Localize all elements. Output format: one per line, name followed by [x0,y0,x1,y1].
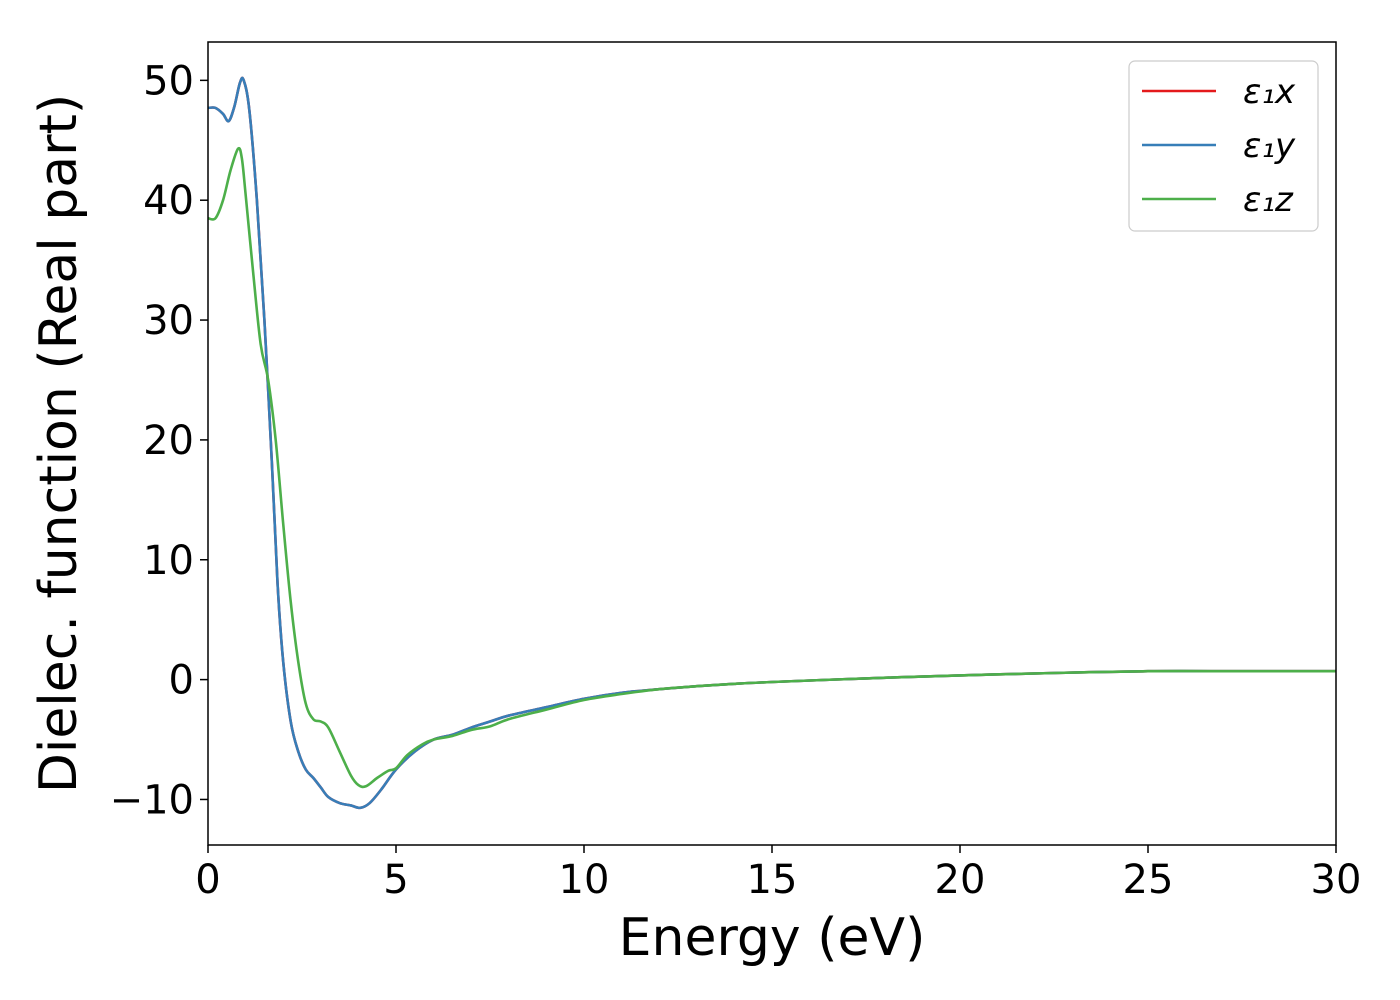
y-tick-label: 40 [143,178,194,224]
legend-label: ε₁x [1243,72,1296,112]
x-axis-ticks: 0 5 10 15 20 25 30 [195,845,1361,903]
legend-box [1128,60,1319,232]
y-axis-ticks: −10 0 10 20 30 40 50 [110,58,208,823]
x-tick-label: 10 [559,857,610,903]
legend: ε₁x ε₁y ε₁z [1128,60,1319,232]
y-tick-label: −10 [110,777,194,823]
x-axis-title: Energy (eV) [619,908,926,968]
legend-label: ε₁z [1243,180,1294,220]
y-tick-label: 0 [169,658,194,704]
y-axis-title: Dielec. function (Real part) [29,94,89,793]
legend-label: ε₁y [1243,126,1296,166]
x-tick-label: 0 [195,857,220,903]
x-tick-label: 5 [383,857,408,903]
x-tick-label: 15 [747,857,798,903]
series-line-2 [207,146,1336,789]
y-tick-label: 20 [143,418,194,464]
x-tick-label: 25 [1123,857,1174,903]
x-tick-label: 30 [1311,857,1362,903]
series-layer [207,76,1336,810]
y-tick-label: 50 [143,58,194,104]
y-tick-label: 10 [143,538,194,584]
x-tick-label: 20 [935,857,986,903]
y-tick-label: 30 [143,298,194,344]
